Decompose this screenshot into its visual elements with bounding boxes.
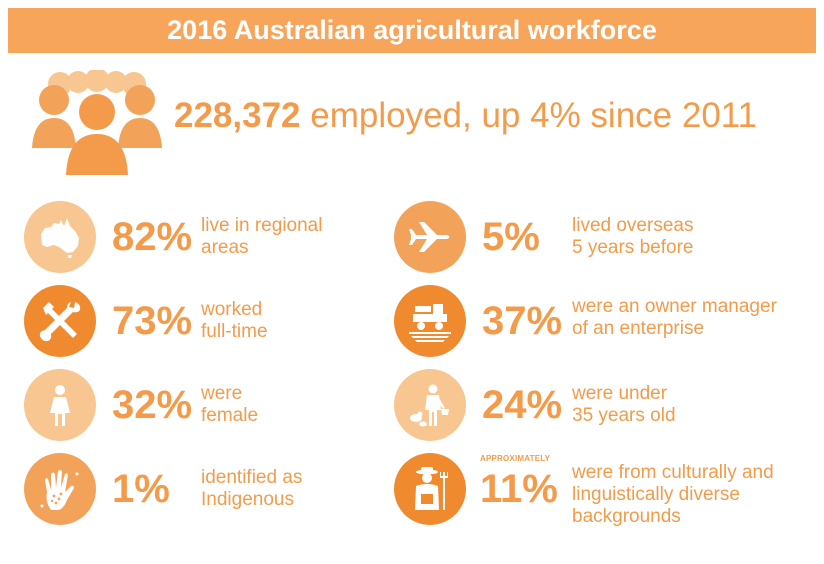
page-title: 2016 Australian agricultural workforce — [167, 15, 657, 45]
stat-line-2: linguistically diverse — [572, 484, 740, 505]
stat-line-3: backgrounds — [572, 506, 681, 527]
stat-overseas: 5% lived overseas 5 years before — [394, 201, 814, 275]
stat-line-2: 5 years before — [572, 237, 694, 258]
stat-line-2: full-time — [201, 321, 268, 342]
tractor-icon — [409, 304, 451, 342]
stat-percent: 37% — [482, 299, 563, 343]
headline: 228,372 employed, up 4% since 2011 — [32, 70, 812, 175]
stat-owner-manager: 37% were an owner manager of an enterpri… — [394, 285, 814, 359]
stat-percent: 11% — [480, 467, 558, 511]
stat-percent: 24% — [482, 383, 563, 427]
employed-description: employed, up 4% since 2011 — [310, 96, 758, 135]
stat-icon-circle — [394, 453, 466, 525]
stat-percent: 82% — [112, 215, 193, 259]
handprint-icon — [40, 470, 79, 510]
stat-line-2: female — [201, 405, 259, 426]
stat-under-35: 24% were under 35 years old — [394, 369, 814, 443]
stat-line-1: live in regional — [201, 215, 323, 236]
employed-count: 228,372 — [174, 96, 301, 135]
stat-line-1: were under — [572, 383, 668, 404]
stat-icon-circle — [24, 453, 96, 525]
tools-icon — [39, 302, 81, 342]
stat-icon-circle — [394, 285, 466, 357]
title-banner: 2016 Australian agricultural workforce — [8, 8, 816, 53]
female-icon — [50, 385, 70, 426]
stat-line-1: were an owner manager — [572, 296, 777, 317]
stat-line-1: were from culturally and — [572, 462, 774, 483]
stat-line-1: lived overseas — [572, 215, 694, 236]
stat-full-time: 73% worked full-time — [24, 285, 384, 359]
stat-line-2: Indigenous — [201, 489, 294, 510]
airplane-icon — [409, 222, 450, 252]
approximately-label: APPROXIMATELY — [480, 454, 551, 463]
stat-percent: 73% — [112, 299, 193, 343]
headline-text: 228,372 employed, up 4% since 2011 — [174, 96, 757, 136]
stat-percent: 32% — [112, 383, 193, 427]
stat-icon-circle — [394, 369, 466, 441]
stat-icon-circle — [394, 201, 466, 273]
stat-line-1: were — [201, 383, 243, 404]
stat-icon-circle — [24, 285, 96, 357]
stat-line-1: worked — [201, 299, 263, 320]
australia-map-icon — [41, 218, 79, 258]
people-group-icon — [32, 70, 162, 175]
stat-line-2: areas — [201, 237, 249, 258]
stat-female: 32% were female — [24, 369, 384, 443]
stat-cald: APPROXIMATELY 11% were from culturally a… — [394, 453, 814, 533]
stat-line-2: of an enterprise — [572, 318, 705, 339]
stat-icon-circle — [24, 369, 96, 441]
stat-line-1: identified as — [201, 467, 303, 488]
young-farmer-icon — [410, 384, 449, 427]
stat-percent: 1% — [112, 467, 170, 511]
stat-icon-circle — [24, 201, 96, 273]
stat-indigenous: 1% identified as Indigenous — [24, 453, 384, 527]
stat-percent: 5% — [482, 215, 540, 259]
stat-regional: 82% live in regional areas — [24, 201, 384, 275]
stat-line-2: 35 years old — [572, 405, 676, 426]
farmer-icon — [415, 467, 448, 510]
